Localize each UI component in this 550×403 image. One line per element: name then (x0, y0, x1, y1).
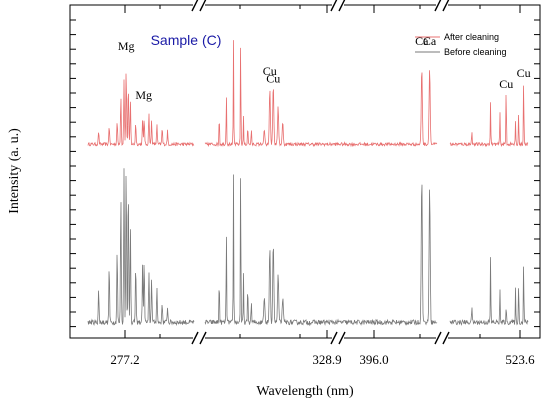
series-before-segment-3 (261, 184, 438, 327)
axis-break-slash-b-1-1 (199, 0, 207, 12)
axis-break-slash-a-1-1 (191, 0, 199, 12)
legend: After cleaning Before cleaning (415, 32, 507, 57)
series-lines (87, 40, 529, 327)
series-before-segment-1 (87, 168, 195, 327)
series-before-segment-4 (449, 257, 529, 326)
peak-label-cu-4-2: Cu (517, 66, 531, 80)
peak-label-cu-3-1: Cu (263, 64, 277, 78)
y-axis-label: Intensity (a. u.) (7, 128, 22, 214)
peak-label-cu-3-2: Cu (266, 72, 280, 86)
series-before-segment-2 (204, 174, 263, 326)
legend-label-before: Before cleaning (444, 47, 507, 57)
axis-break-slash-a-3-1 (434, 0, 442, 12)
plot-frame (69, 4, 541, 339)
series-after-segment-4 (449, 85, 529, 148)
axis-break-slash-b-3-2 (442, 331, 450, 345)
axis-break-masks (191, 0, 450, 345)
x-tick-label-2: 328.9 (312, 352, 341, 367)
legend-label-after: After cleaning (444, 32, 499, 42)
peak-label-ca-3-4: Ca (423, 34, 437, 48)
axis-break-gap-1-1 (193, 1, 205, 9)
axis-break-slash-a-2-2 (330, 331, 338, 345)
axis-break-slash-b-3-1 (442, 0, 450, 12)
x-tick-label-1: 277.2 (110, 352, 139, 367)
axis-break-gap-2-1 (332, 1, 344, 9)
peak-label-mg-1-2: Mg (135, 88, 152, 102)
series-after-segment-1 (87, 73, 195, 147)
x-axis-label: Wavelength (nm) (256, 384, 354, 399)
x-tick-label-3: 396.0 (359, 352, 388, 367)
axis-break-slash-b-1-2 (199, 331, 207, 345)
axis-break-slash-a-2-1 (330, 0, 338, 12)
axis-break-slash-b-2-1 (338, 0, 346, 12)
axis-break-gap-3-1 (436, 1, 448, 9)
series-after-segment-3 (261, 70, 438, 148)
axis-ticks (70, 5, 540, 338)
axis-break-gap-2-2 (332, 334, 344, 342)
axis-break-gap-1-2 (193, 334, 205, 342)
peak-label-cu-4-1: Cu (499, 77, 513, 91)
axis-break-slash-a-3-2 (434, 331, 442, 345)
series-after-segment-2 (204, 40, 263, 148)
x-tick-label-4: 523.6 (505, 352, 535, 367)
axis-break-slash-b-2-2 (338, 331, 346, 345)
axis-break-gap-3-2 (436, 334, 448, 342)
peak-label-mg-1-1: Mg (118, 39, 135, 53)
axis-break-slash-a-1-2 (191, 331, 199, 345)
chart-title: Sample (C) (151, 32, 222, 48)
